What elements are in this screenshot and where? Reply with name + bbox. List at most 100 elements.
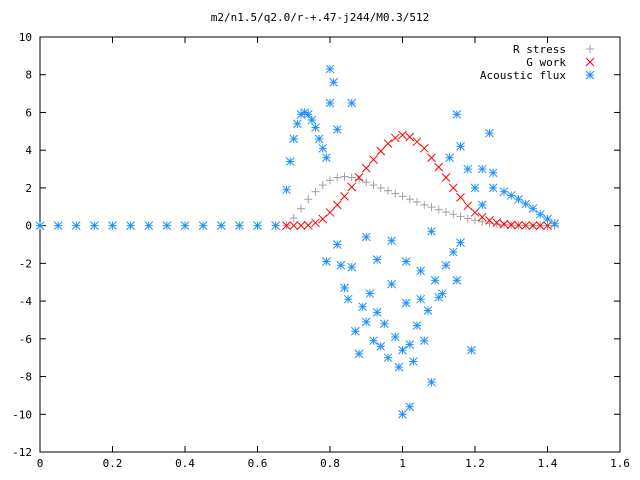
data-point [438,289,447,298]
data-point-stroke [216,221,226,230]
data-point [108,221,117,230]
legend-label: G work [526,56,566,69]
y-tick-label: -8 [19,371,32,384]
data-point-stroke [470,208,480,217]
data-point [412,321,422,330]
data-point [376,342,386,351]
data-point [521,199,531,209]
data-point [314,134,324,144]
data-point-stroke [347,98,357,108]
data-point-stroke [430,275,440,285]
data-point [550,219,560,229]
data-point-stroke [521,221,531,230]
data-point [322,153,331,163]
data-point [307,115,317,125]
data-point [351,326,360,336]
data-point [347,262,357,272]
data-point-stroke [358,302,367,312]
data-point [398,409,407,419]
x-tick-label: 1.6 [610,457,630,470]
data-point-stroke [416,294,425,304]
legend-marker [585,70,595,80]
data-point [463,214,472,223]
data-point-stroke [485,128,494,138]
data-point-stroke [343,294,353,304]
series-2 [35,64,560,419]
data-point [390,133,400,143]
data-point-stroke [300,108,309,117]
data-point [427,153,436,163]
data-point-stroke [253,221,262,230]
data-point-stroke [401,257,411,266]
data-point [463,164,473,174]
x-tick-label: 1 [399,457,406,470]
data-marks [35,64,560,419]
data-point [499,187,509,197]
data-point [441,173,451,182]
y-tick-label: 4 [25,144,32,157]
data-point [488,168,498,178]
data-point-stroke [322,153,331,163]
y-tick-label: 10 [19,31,32,44]
data-point-stroke [448,183,458,193]
data-point-stroke [351,326,360,336]
data-point [535,221,545,230]
y-tick-label: -6 [19,333,32,346]
data-point [423,306,433,315]
data-point-stroke [289,221,299,230]
data-point [347,98,357,108]
data-point [427,226,436,236]
data-point [289,214,298,223]
data-point-stroke [456,238,465,247]
data-point [325,98,335,108]
data-point-stroke [387,279,396,289]
data-point [347,182,357,192]
data-point-stroke [332,240,342,249]
data-point [336,260,346,270]
data-point-stroke [162,221,172,230]
data-point [456,238,465,247]
data-point-stroke [398,345,407,355]
data-point-stroke [427,153,436,163]
data-point [485,128,494,138]
data-point [303,109,313,119]
data-point-stroke [198,221,208,230]
data-point-stroke [340,283,349,293]
data-point [477,164,487,174]
data-point [289,134,299,144]
data-point-stroke [416,266,425,276]
data-point [405,132,415,142]
data-point-stroke [235,221,244,230]
data-point-stroke [419,143,429,153]
data-point [340,283,349,293]
series-1 [282,130,552,230]
data-point [456,142,465,151]
x-tick-label: 1.2 [465,457,485,470]
data-point [477,200,487,210]
data-point [369,181,378,190]
data-point [514,220,523,230]
data-point [354,349,364,359]
data-point [361,163,371,173]
data-point [470,183,480,193]
y-tick-label: 2 [25,182,32,195]
legend-marker-stroke [585,57,595,67]
data-point-stroke [452,275,462,285]
data-point [416,266,425,276]
data-point-stroke [318,214,328,224]
data-point [297,204,305,213]
data-point [53,221,63,230]
data-point [398,130,407,140]
data-point [332,200,342,210]
data-point [485,216,494,225]
data-point [340,192,349,201]
data-point-stroke [383,139,393,148]
data-point [369,155,378,164]
data-point-stroke [347,262,357,272]
data-point [355,175,363,184]
data-point-stroke [506,220,516,230]
data-point-stroke [409,357,418,366]
data-point-stroke [438,289,447,298]
data-point [427,203,436,212]
